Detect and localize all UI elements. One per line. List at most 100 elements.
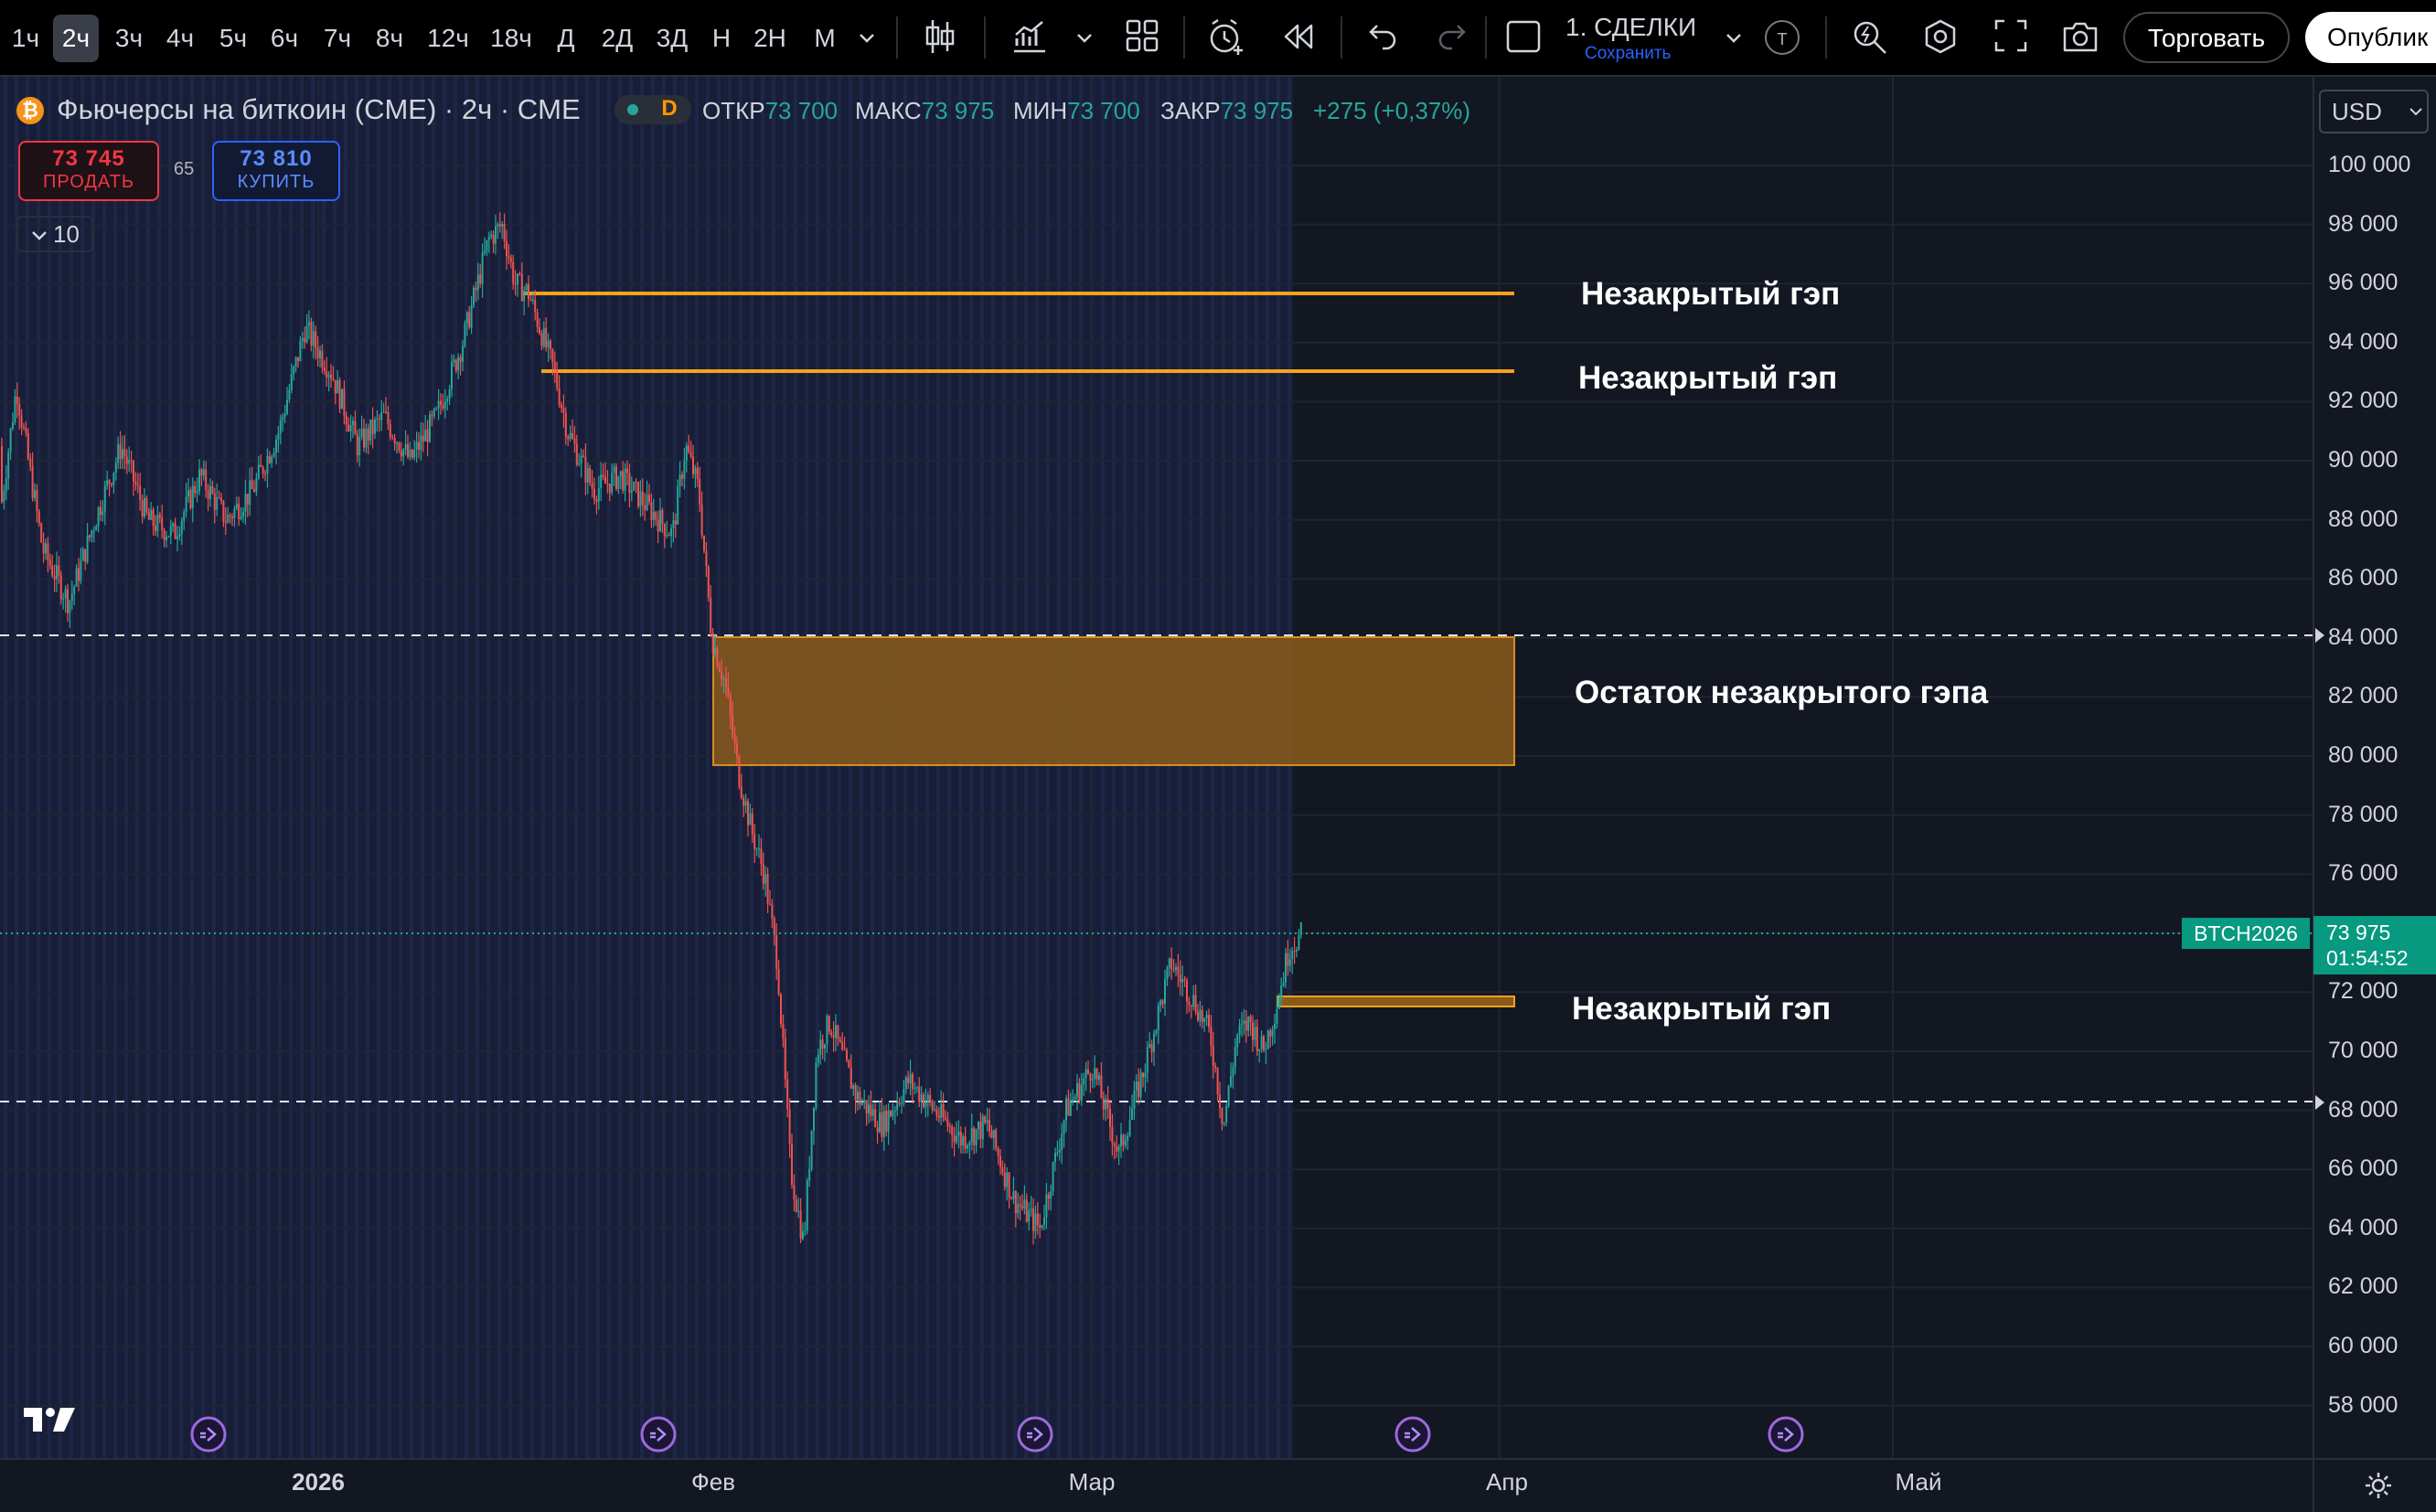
price-chart[interactable] (0, 77, 2436, 1512)
alert-clock-icon[interactable] (1207, 18, 1245, 57)
candle-body (382, 411, 385, 413)
timeframe-2ч[interactable]: 2ч (53, 15, 99, 62)
candle-body (304, 337, 306, 343)
candle-body (681, 474, 683, 479)
buy-button[interactable]: 73 810 КУПИТЬ (212, 141, 340, 201)
candle-body (1274, 1024, 1276, 1029)
session-stripe (585, 77, 589, 1459)
gap-label-3[interactable]: Незакрытый гэп (1572, 991, 1832, 1027)
economic-event-icon[interactable] (189, 1415, 228, 1453)
timeframe-5ч[interactable]: 5ч (219, 24, 248, 52)
session-stripe (783, 77, 786, 1459)
timeframe-М[interactable]: М (814, 24, 836, 52)
candle-body (531, 299, 534, 301)
candle-body (198, 469, 200, 492)
candle-body (1061, 1134, 1063, 1150)
quick-search-icon[interactable] (1851, 18, 1889, 57)
gap-label-2[interactable]: Незакрытый гэп (1578, 360, 1838, 396)
candle-body (1236, 1035, 1239, 1048)
trade-button[interactable]: Торговать (2123, 12, 2290, 63)
timeframe-8ч[interactable]: 8ч (375, 24, 404, 52)
session-stripe (201, 77, 205, 1459)
session-stripe (684, 77, 688, 1459)
undo-icon[interactable] (1366, 18, 1399, 51)
chevron-down-icon[interactable] (856, 27, 878, 49)
candle-body (424, 429, 427, 442)
gap-remainder-label[interactable]: Остаток незакрытого гэпа (1575, 675, 1989, 710)
economic-event-icon[interactable] (1767, 1415, 1805, 1453)
layout-frame-icon[interactable] (1505, 18, 1542, 55)
candle-body (233, 508, 236, 518)
chart-settings-icon[interactable] (2363, 1470, 2394, 1501)
low-value: 73 700 (1067, 97, 1140, 124)
candle-body (290, 374, 293, 390)
timeframe-2Д[interactable]: 2Д (601, 24, 634, 52)
currency-select[interactable]: USD (2319, 90, 2429, 133)
settings-icon[interactable] (1922, 18, 1959, 55)
replay-icon[interactable] (1280, 18, 1317, 55)
timeframe-3ч[interactable]: 3ч (114, 24, 144, 52)
timeframe-18ч[interactable]: 18ч (490, 24, 532, 52)
timeframe-Д[interactable]: Д (557, 24, 575, 52)
timeframe-Н[interactable]: Н (711, 24, 732, 52)
badge-t[interactable]: Т (1765, 20, 1800, 55)
candle-body (819, 1039, 822, 1056)
candle-body (211, 485, 214, 494)
candle-body (1094, 1068, 1096, 1080)
candle-body (1113, 1143, 1116, 1146)
candle-body (760, 848, 763, 864)
layout-save-link[interactable]: Сохранить (1585, 44, 1672, 63)
candle-body (1084, 1069, 1087, 1079)
economic-event-icon[interactable] (1016, 1415, 1054, 1453)
candle-body (1157, 1005, 1159, 1031)
timeframe-1ч[interactable]: 1ч (11, 24, 40, 52)
timeframe-7ч[interactable]: 7ч (323, 24, 352, 52)
candle-body (100, 507, 102, 516)
candles-chart-type-icon[interactable] (924, 18, 956, 55)
session-stripe (1079, 77, 1083, 1459)
candle-body (231, 516, 233, 518)
layout-name[interactable]: 1. СДЕЛКИ (1565, 13, 1697, 41)
delayed-data-badge[interactable]: D (661, 96, 678, 121)
timeframe-12ч[interactable]: 12ч (427, 24, 469, 52)
tradingview-logo[interactable] (22, 1404, 79, 1435)
candle-body (865, 1100, 868, 1114)
symbol-title[interactable]: Фьючерсы на биткоин (CME) · 2ч · CME (57, 93, 581, 125)
gap-label-1[interactable]: Незакрытый гэп (1581, 276, 1841, 312)
candle-body (556, 369, 559, 389)
price-tick-label: 86 000 (2328, 565, 2399, 591)
publish-button[interactable]: Опублик (2305, 12, 2436, 63)
timeframe-4ч[interactable]: 4ч (166, 24, 195, 52)
economic-event-icon[interactable] (1394, 1415, 1432, 1453)
candle-body (1047, 1194, 1050, 1199)
candle-body (1106, 1099, 1109, 1109)
candle-body (1054, 1152, 1056, 1163)
economic-event-icon[interactable] (639, 1415, 678, 1453)
session-stripe (421, 77, 424, 1459)
fullscreen-icon[interactable] (1993, 18, 2028, 53)
candle-body (509, 258, 512, 262)
candle-body (1028, 1210, 1031, 1222)
price-tick-label: 64 000 (2328, 1214, 2399, 1240)
indicator-collapse-toggle[interactable]: 10 (16, 216, 93, 252)
candle-body (608, 484, 611, 493)
candle-body (1238, 1025, 1241, 1036)
candle-body (119, 444, 122, 460)
timeframe-6ч[interactable]: 6ч (270, 24, 299, 52)
chevron-down-icon[interactable] (1723, 27, 1745, 49)
candle-body (78, 568, 80, 581)
timeframe-2Н[interactable]: 2Н (753, 24, 786, 52)
candle-body (1012, 1191, 1015, 1199)
camera-snapshot-icon[interactable] (2061, 18, 2099, 55)
layouts-grid-icon[interactable] (1125, 18, 1159, 53)
candle-body (503, 224, 506, 241)
sell-button[interactable]: 73 745 ПРОДАТЬ (18, 141, 159, 201)
redo-icon[interactable] (1436, 18, 1469, 51)
candle-body (758, 848, 760, 850)
timeframe-3Д[interactable]: 3Д (656, 24, 689, 52)
candle-body (62, 598, 65, 600)
chevron-down-icon[interactable] (1074, 27, 1095, 49)
candle-body (747, 801, 749, 825)
candle-body (722, 677, 725, 680)
indicators-icon[interactable] (1011, 18, 1048, 55)
